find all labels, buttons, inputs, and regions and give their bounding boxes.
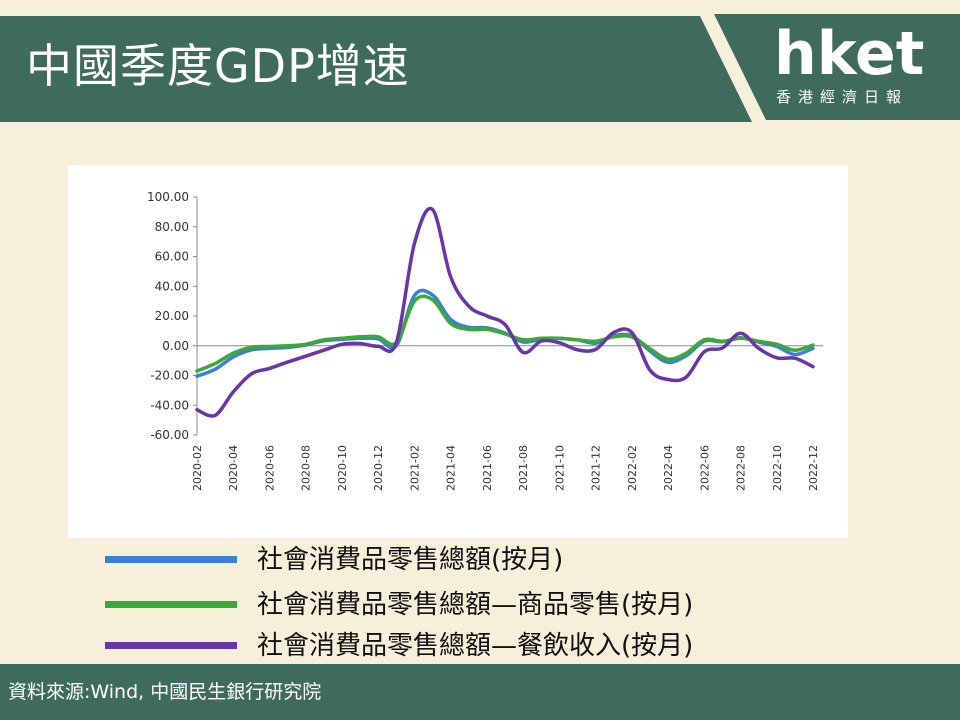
x-tick-label: 2022-12 (807, 445, 820, 491)
x-tick-label: 2022-08 (735, 445, 748, 491)
legend-swatch-goods (105, 601, 237, 608)
legend-item-total: 社會消費品零售總額(按月) (105, 544, 865, 580)
x-tick-label: 2020-10 (336, 445, 349, 491)
x-tick-label: 2021-06 (481, 445, 494, 491)
y-tick-label: -60.00 (150, 428, 189, 442)
page-title: 中國季度GDP增速 (26, 39, 410, 93)
x-tick-label: 2022-02 (626, 445, 639, 491)
y-tick-label: 20.00 (155, 309, 189, 323)
chart-panel: 100.00 80.00 60.00 40.00 20.00 0.00 -20.00 -40.… (68, 165, 848, 538)
x-tick-label: 2022-04 (662, 445, 675, 491)
y-tick-label: 0.00 (162, 339, 189, 353)
y-tick-label: -40.00 (150, 398, 189, 412)
x-tick-label: 2020-08 (300, 445, 313, 491)
series-line-goods (195, 294, 815, 373)
hket-logo-subtitle: 香港經濟日報 (776, 88, 909, 106)
x-tick-label: 2020-12 (372, 445, 385, 491)
x-tick-label: 2021-08 (517, 445, 530, 491)
line-chart: 100.00 80.00 60.00 40.00 20.00 0.00 -20.00 -40.… (147, 190, 823, 491)
x-tick-label: 2020-04 (227, 445, 240, 491)
footer-bar: 資料來源:Wind, 中國民生銀行研究院 (0, 664, 960, 720)
x-tick-label: 2022-06 (698, 445, 711, 491)
x-tick-label: 2021-04 (445, 445, 458, 491)
title-banner (0, 16, 752, 122)
legend-item-goods: 社會消費品零售總額—商品零售(按月) (105, 589, 865, 625)
x-tick-label: 2021-12 (590, 445, 603, 491)
y-tick-label: 80.00 (155, 220, 189, 234)
legend-swatch-catering (105, 642, 237, 649)
x-tick-label: 2021-02 (408, 445, 421, 491)
legend-item-catering: 社會消費品零售總額—餐飲收入(按月) (105, 630, 865, 666)
y-tick-label: -20.00 (150, 369, 189, 383)
legend-label-catering: 社會消費品零售總額—餐飲收入(按月) (257, 631, 694, 661)
source-note: 資料來源:Wind, 中國民生銀行研究院 (8, 681, 322, 703)
hket-logo: hket (774, 19, 925, 89)
x-tick-label: 2020-02 (191, 445, 204, 491)
series-line-catering (195, 206, 815, 418)
legend-label-total: 社會消費品零售總額(按月) (257, 545, 564, 575)
x-tick-label: 2021-10 (553, 445, 566, 491)
y-tick-label: 100.00 (147, 190, 189, 204)
legend-swatch-total (105, 556, 237, 563)
y-tick-label: 40.00 (155, 279, 189, 293)
x-tick-label: 2020-06 (263, 445, 276, 491)
y-tick-label: 60.00 (155, 250, 189, 264)
legend-label-goods: 社會消費品零售總額—商品零售(按月) (257, 590, 694, 620)
x-tick-label: 2022-10 (771, 445, 784, 491)
